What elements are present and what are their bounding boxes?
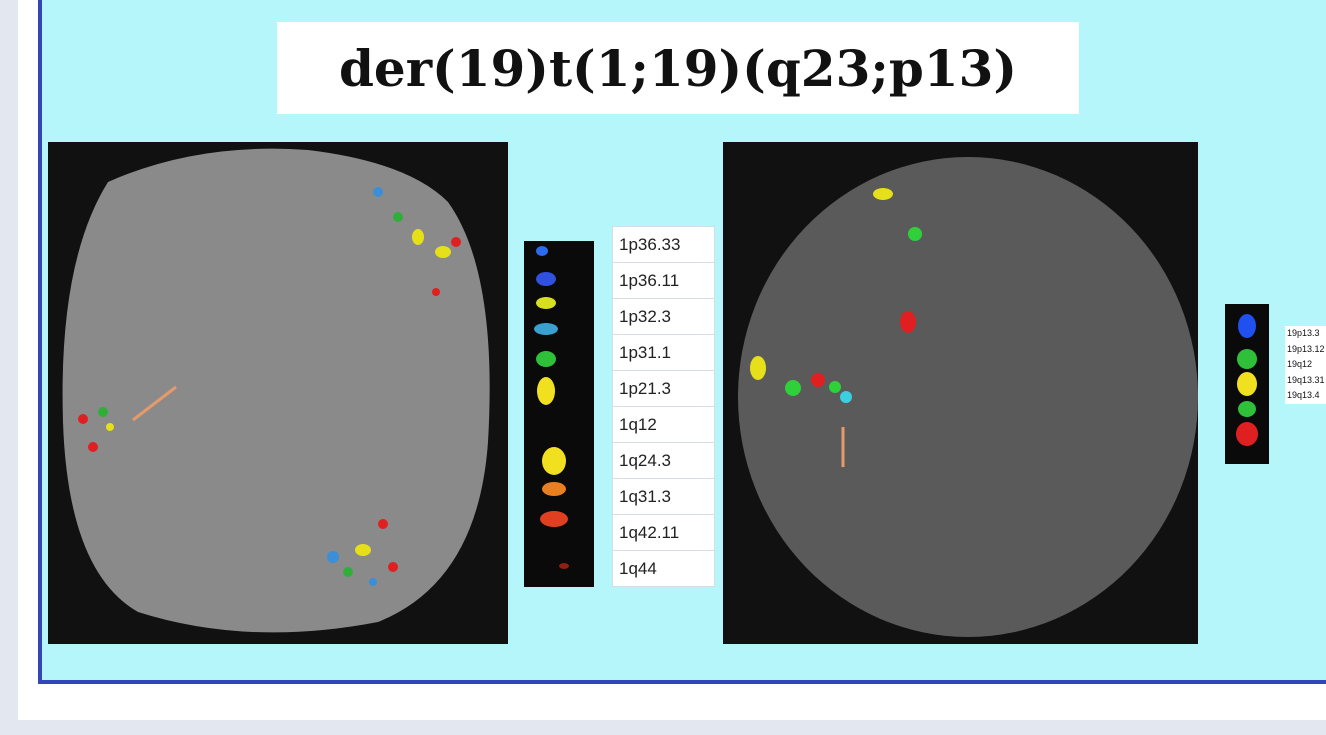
band-label: 1p31.1 — [613, 335, 715, 371]
right-nucleus-image — [723, 142, 1198, 644]
band-row: 1p32.3 — [613, 299, 715, 335]
figure-panel: der(19)t(1;19)(q23;p13) — [38, 0, 1326, 684]
band-label: 1q31.3 — [613, 479, 715, 515]
band-row: 1p36.11 — [613, 263, 715, 299]
band-row: 1p21.3 — [613, 371, 715, 407]
band-label: 19q12 — [1285, 357, 1326, 373]
band-label: 1q44 — [613, 551, 715, 587]
band-row: 1q12 — [613, 407, 715, 443]
band-row: 1p36.33 — [613, 227, 715, 263]
band-label: 1p21.3 — [613, 371, 715, 407]
band-label: 1p36.11 — [613, 263, 715, 299]
band-label: 19p13.12 — [1285, 342, 1326, 358]
band-label: 1p36.33 — [613, 227, 715, 263]
band-label: 1p32.3 — [613, 299, 715, 335]
band-label: 19q13.31 — [1285, 373, 1326, 389]
band-label: 1q24.3 — [613, 443, 715, 479]
band-label: 19p13.3 — [1285, 326, 1326, 342]
band-row: 1q42.11 — [613, 515, 715, 551]
slide: der(19)t(1;19)(q23;p13) — [18, 0, 1326, 720]
band-row: 1q24.3 — [613, 443, 715, 479]
left-nucleus-image — [48, 142, 508, 644]
band-label: 1q42.11 — [613, 515, 715, 551]
band-row: 1p31.1 — [613, 335, 715, 371]
chromosome-1-ideogram — [524, 241, 594, 587]
band-label: 19q13.4 — [1285, 388, 1326, 404]
figure-title: der(19)t(1;19)(q23;p13) — [277, 22, 1079, 114]
chromosome-19-ideogram — [1225, 304, 1269, 464]
band-label: 1q12 — [613, 407, 715, 443]
band-row: 1q31.3 — [613, 479, 715, 515]
page: {"title": "der(19)t(1;19)(q23;p13)", "le… — [0, 0, 1326, 735]
band-row: 1q44 — [613, 551, 715, 587]
